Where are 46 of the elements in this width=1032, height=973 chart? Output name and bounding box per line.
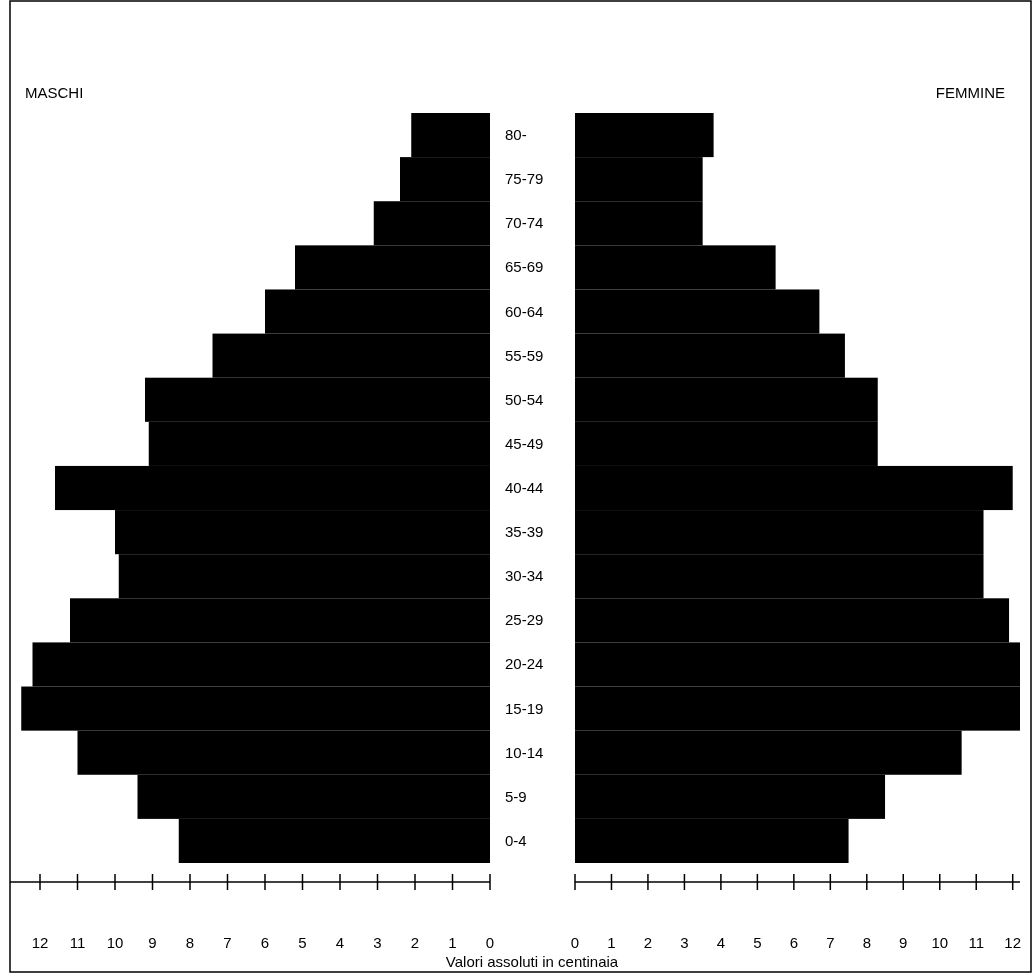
y-tick-label: 40-44 <box>505 479 544 496</box>
x-tick-label: 4 <box>716 934 726 951</box>
x-tick-label: 12 <box>31 934 49 951</box>
y-tick-label: 30-34 <box>505 567 544 585</box>
y-tick-label: 75-79 <box>505 170 544 188</box>
x-tick-label: 6 <box>789 934 799 951</box>
y-tick-label: 55-59 <box>505 346 544 364</box>
x-tick-label: 5 <box>753 934 762 951</box>
x-tick-label: 8 <box>185 934 195 951</box>
chart-title: FEMMINE <box>935 84 1005 101</box>
y-tick-label: 65-69 <box>505 258 544 276</box>
x-tick-label: 4 <box>335 934 345 951</box>
y-tick-label: 50-54 <box>505 390 544 408</box>
x-tick-label: 0 <box>570 934 580 951</box>
x-tick-label: 7 <box>826 934 835 951</box>
y-tick-label: 80- <box>505 126 527 144</box>
x-tick-label: 0 <box>485 934 495 951</box>
x-tick-label: 9 <box>148 934 157 951</box>
x-tick-label: 1 <box>448 934 457 951</box>
y-tick-label: 15-19 <box>505 699 544 717</box>
x-axis-title: Valori assoluti in centinaia <box>445 953 619 970</box>
y-tick-label: 25-29 <box>505 611 544 629</box>
y-tick-label: 10-14 <box>505 743 544 761</box>
chart-title: MASCHI <box>25 84 84 101</box>
x-tick-label: 6 <box>260 934 270 951</box>
y-tick-label: 35-39 <box>505 523 544 541</box>
y-tick-label: 20-24 <box>505 655 544 673</box>
y-tick-label: 45-49 <box>505 434 544 452</box>
y-tick-label: 60-64 <box>505 302 544 320</box>
x-tick-label: 1 <box>607 934 616 951</box>
y-tick-label: 5-9 <box>505 787 527 805</box>
x-tick-label: 7 <box>223 934 232 951</box>
x-tick-label: 8 <box>862 934 871 951</box>
x-tick-label: 2 <box>410 934 420 951</box>
x-tick-label: 11 <box>968 934 985 951</box>
x-tick-label: 11 <box>69 934 86 951</box>
x-tick-label: 3 <box>680 934 689 951</box>
x-tick-label: 12 <box>1004 934 1022 951</box>
x-tick-label: 5 <box>298 934 307 951</box>
x-tick-label: 2 <box>643 934 653 951</box>
x-tick-label: 10 <box>106 934 124 951</box>
y-tick-label: 0-4 <box>505 831 527 849</box>
x-tick-label: 10 <box>931 934 949 951</box>
x-tick-label: 9 <box>899 934 908 951</box>
y-tick-label: 70-74 <box>505 214 544 232</box>
x-tick-label: 3 <box>373 934 382 951</box>
